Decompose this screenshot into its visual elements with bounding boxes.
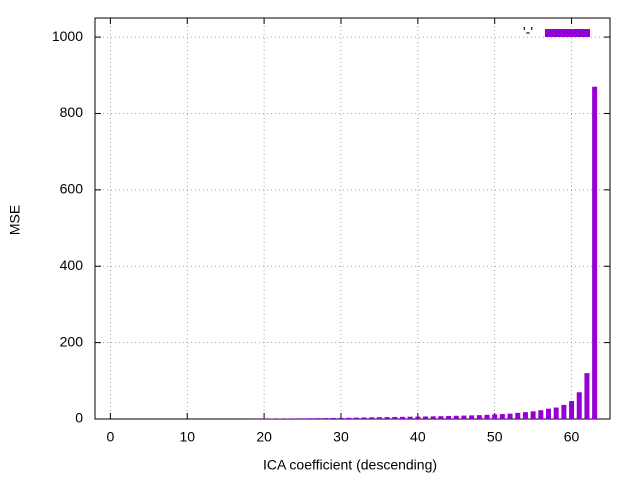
bar: [530, 411, 536, 419]
bar: [438, 416, 444, 419]
bar: [407, 416, 413, 419]
x-tick-label: 60: [564, 429, 580, 445]
bar: [446, 415, 452, 419]
y-tick-label: 800: [60, 104, 84, 120]
bar: [292, 418, 298, 419]
bar: [507, 413, 513, 419]
bar: [284, 418, 290, 419]
y-tick-label: 600: [60, 181, 84, 197]
bar: [369, 417, 375, 419]
bar: [461, 415, 467, 419]
bar: [423, 416, 429, 419]
bar: [384, 417, 390, 419]
bar: [376, 417, 382, 419]
y-tick-label: 200: [60, 333, 84, 349]
x-tick-label: 30: [333, 429, 349, 445]
bar: [576, 392, 582, 419]
x-tick-label: 40: [410, 429, 426, 445]
y-tick-label: 1000: [52, 28, 83, 44]
y-tick-label: 0: [75, 410, 83, 426]
bar: [492, 414, 498, 419]
bar: [515, 412, 521, 419]
x-tick-label: 20: [256, 429, 272, 445]
bar: [353, 417, 359, 419]
bar: [546, 408, 552, 419]
bar: [346, 417, 352, 419]
bar: [315, 418, 321, 419]
bar: [569, 401, 575, 419]
bar: [361, 417, 367, 419]
bar: [415, 416, 421, 419]
bar: [538, 410, 544, 419]
bar: [453, 415, 459, 419]
bar: [584, 373, 590, 419]
bar: [300, 418, 306, 419]
bar: [553, 407, 559, 419]
bar: [522, 412, 528, 419]
y-axis-label: MSE: [7, 205, 23, 235]
bar: [561, 404, 567, 419]
x-axis-label: ICA coefficient (descending): [263, 457, 437, 473]
bar: [484, 414, 490, 419]
bar: [592, 86, 598, 419]
legend-key: [545, 29, 590, 37]
bar: [323, 418, 329, 419]
plot-border: [94, 17, 611, 420]
bar: [338, 417, 344, 419]
bar: [469, 415, 475, 419]
bar: [476, 415, 482, 419]
bar: [430, 416, 436, 419]
bar: [392, 416, 398, 419]
bar: [499, 414, 505, 419]
legend-label: '-': [523, 24, 533, 40]
x-tick-label: 10: [179, 429, 195, 445]
bar: [399, 416, 405, 419]
bar: [307, 418, 313, 419]
x-tick-label: 0: [106, 429, 114, 445]
bar: [330, 417, 336, 419]
y-tick-label: 400: [60, 257, 84, 273]
x-tick-label: 50: [487, 429, 503, 445]
